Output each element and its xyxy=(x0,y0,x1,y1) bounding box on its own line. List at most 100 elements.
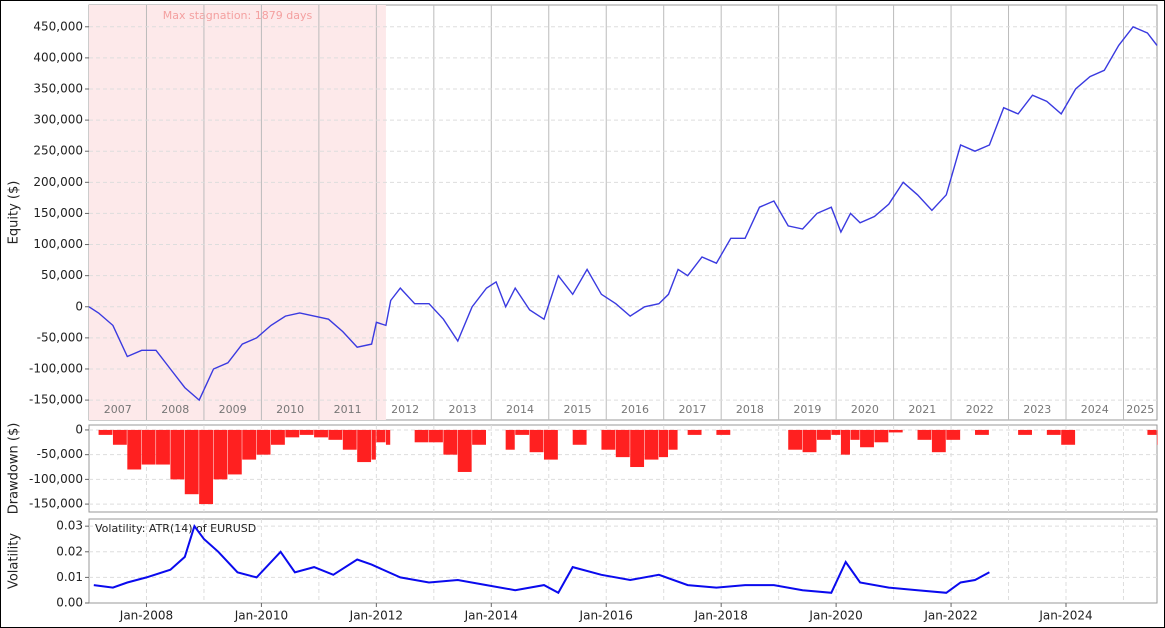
y-tick-label: -50,000 xyxy=(37,447,83,461)
bar xyxy=(357,429,372,463)
year-label: 2012 xyxy=(391,403,419,416)
year-label: 2020 xyxy=(851,403,879,416)
bar xyxy=(668,429,678,450)
bar xyxy=(831,429,841,435)
year-label: 2007 xyxy=(104,403,132,416)
y-tick-label: 0 xyxy=(75,422,83,436)
year-label: 2013 xyxy=(449,403,477,416)
bar xyxy=(1018,429,1032,435)
bar xyxy=(1061,429,1076,445)
bar xyxy=(141,429,156,465)
x-tick-label: Jan-2016 xyxy=(579,609,633,623)
year-label: 2015 xyxy=(564,403,592,416)
bar xyxy=(515,429,530,435)
bar xyxy=(816,429,831,440)
y-tick-label: 0.03 xyxy=(56,519,83,533)
bar xyxy=(1147,429,1157,435)
bar xyxy=(716,429,731,435)
year-label: 2016 xyxy=(621,403,649,416)
bar xyxy=(644,429,659,460)
year-label: 2018 xyxy=(736,403,764,416)
bar xyxy=(213,429,228,480)
bar xyxy=(860,429,874,448)
y-tick-label: 0.01 xyxy=(56,570,83,584)
year-label: 2022 xyxy=(966,403,994,416)
y-tick-label: -50,000 xyxy=(37,330,83,344)
bar xyxy=(299,429,314,435)
x-tick-label: Jan-2024 xyxy=(1038,609,1092,623)
y-tick-label: 350,000 xyxy=(33,81,83,95)
stagnation-band xyxy=(89,5,386,420)
bar xyxy=(874,429,889,443)
year-label: 2014 xyxy=(506,403,534,416)
y-tick-label: -100,000 xyxy=(29,361,83,375)
year-label: 2024 xyxy=(1081,403,1109,416)
bar xyxy=(414,429,429,443)
y-axis-label: Equity ($) xyxy=(7,181,22,245)
y-tick-label: 300,000 xyxy=(33,113,83,127)
year-label: 2025 xyxy=(1126,403,1154,416)
year-label: 2009 xyxy=(219,403,247,416)
bar xyxy=(529,429,544,453)
y-tick-label: -100,000 xyxy=(29,472,83,486)
bar xyxy=(931,429,946,453)
bar xyxy=(687,429,702,435)
x-tick-label: Jan-2018 xyxy=(693,609,747,623)
x-tick-label: Jan-2010 xyxy=(234,609,288,623)
year-label: 2010 xyxy=(276,403,304,416)
bar xyxy=(630,429,645,468)
line xyxy=(93,524,990,595)
bar xyxy=(975,429,989,435)
year-label: 2023 xyxy=(1023,403,1051,416)
bar xyxy=(170,429,185,480)
y-axis-label: Drawdown ($) xyxy=(7,423,22,515)
bar xyxy=(658,429,668,458)
y-tick-label: 250,000 xyxy=(33,144,83,158)
year-label: 2008 xyxy=(161,403,189,416)
line xyxy=(88,25,1158,402)
bar xyxy=(946,429,961,440)
bar xyxy=(285,429,300,438)
bar xyxy=(371,429,376,460)
y-tick-label: 0.02 xyxy=(56,544,83,558)
bar xyxy=(242,429,257,460)
bar xyxy=(156,429,170,465)
bar xyxy=(199,429,214,505)
bar xyxy=(127,429,142,470)
bar xyxy=(601,429,616,450)
year-label: 2021 xyxy=(908,403,936,416)
bar xyxy=(802,429,817,453)
bar xyxy=(112,429,127,445)
plot-area xyxy=(88,518,1158,604)
y-tick-label: 450,000 xyxy=(33,19,83,33)
year-label: 2019 xyxy=(793,403,821,416)
bar xyxy=(256,429,271,455)
year-label: 2011 xyxy=(334,403,362,416)
year-label: 2017 xyxy=(678,403,706,416)
bar xyxy=(850,429,860,440)
bar xyxy=(788,429,803,450)
y-tick-label: 150,000 xyxy=(33,206,83,220)
bar xyxy=(314,429,328,438)
bar xyxy=(888,429,903,433)
panels: Max stagnation: 1879 days 2007 2008 2009 201… xyxy=(7,4,1158,623)
bar xyxy=(270,429,285,445)
bar xyxy=(615,429,630,458)
bar xyxy=(917,429,932,440)
bar xyxy=(385,429,391,445)
bar xyxy=(443,429,458,455)
bar xyxy=(342,429,357,450)
bar xyxy=(572,429,587,445)
y-tick-label: 400,000 xyxy=(33,50,83,64)
y-tick-label: -150,000 xyxy=(29,497,83,511)
y-tick-label: 0 xyxy=(75,299,83,313)
bar xyxy=(429,429,443,443)
x-tick-label: Jan-2008 xyxy=(119,609,173,623)
y-tick-label: -150,000 xyxy=(29,393,83,407)
y-tick-label: 100,000 xyxy=(33,237,83,251)
bar xyxy=(1157,429,1158,445)
bar xyxy=(227,429,242,475)
bar xyxy=(457,429,472,472)
panel-title: Volatility: ATR(14) of EURUSD xyxy=(95,522,256,535)
